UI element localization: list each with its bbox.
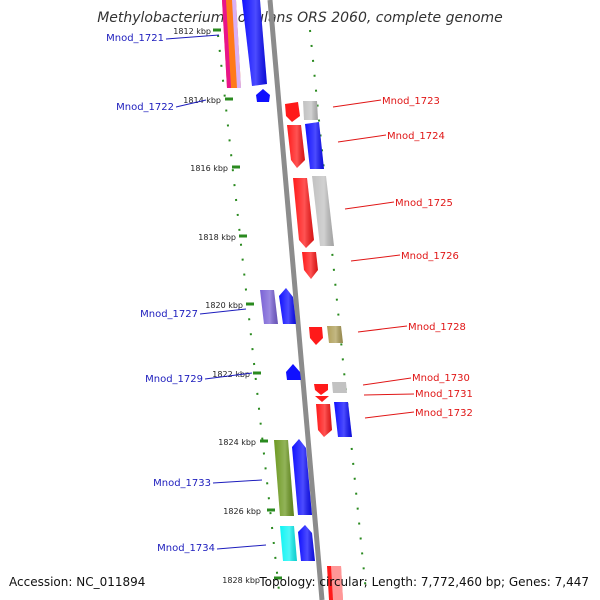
connector-1721 [165,34,220,40]
gene-label-1723[interactable]: Mnod_1723 [382,96,440,107]
scale-label-1824: 1824 kbp [218,438,256,447]
gene-label-1731[interactable]: Mnod_1731 [415,389,473,400]
gene-label-1721[interactable]: Mnod_1721 [106,33,164,44]
accession-info: Accession: NC_011894 [9,575,146,589]
connector-1725 [344,201,395,210]
scale-ticks [213,28,282,580]
connector-1724 [337,134,387,143]
left-connectors [165,34,267,550]
right-connectors [332,99,415,419]
gene-label-1722[interactable]: Mnod_1722 [116,102,174,113]
scale-label-1820: 1820 kbp [205,301,243,310]
scale-label-1826: 1826 kbp [223,507,261,516]
connector-1722 [175,99,207,108]
gene-label-1725[interactable]: Mnod_1725 [395,198,453,209]
connector-1728 [357,325,408,333]
outer-scale-track [309,29,367,593]
scale-label-1828: 1828 kbp [222,576,260,585]
gene-label-1729[interactable]: Mnod_1729 [145,374,203,385]
gene-label-1734[interactable]: Mnod_1734 [157,543,215,554]
scale-label-1812: 1812 kbp [173,27,211,36]
genome-title: Methylobacterium nodulans ORS 2060, comp… [97,10,503,26]
connector-1733 [212,479,263,484]
gene-label-1732[interactable]: Mnod_1732 [415,408,473,419]
gene-feature-1729[interactable] [286,364,301,380]
gene-feature-1731[interactable] [315,396,329,402]
connector-1732 [364,411,415,419]
gene-feature-1728-a[interactable] [309,327,323,345]
features-right [285,101,352,600]
gene-label-1733[interactable]: Mnod_1733 [153,478,211,489]
genome-stats: Topology: circular; Length: 7,772,460 bp… [259,575,589,589]
gene-feature-1730[interactable] [314,384,328,395]
gene-label-1727[interactable]: Mnod_1727 [140,309,198,320]
genome-backbone [267,0,325,600]
connector-1723 [332,99,382,108]
scale-label-1818: 1818 kbp [198,233,236,242]
gene-feature-1723-a[interactable] [285,102,300,122]
connector-1731 [363,393,415,396]
gene-label-1730[interactable]: Mnod_1730 [412,373,470,384]
gene-label-1728[interactable]: Mnod_1728 [408,322,466,333]
gene-feature-1730-b[interactable] [332,382,347,393]
gene-feature-1722[interactable] [256,89,270,102]
connector-1726 [350,254,401,262]
scale-label-1816: 1816 kbp [190,164,228,173]
connector-1729 [204,372,253,380]
connector-1727 [199,308,247,315]
gene-label-1724[interactable]: Mnod_1724 [387,131,445,142]
connector-1734 [216,544,267,550]
connector-1730 [362,377,412,386]
scale-label-1822: 1822 kbp [212,370,250,379]
features-left [222,0,315,561]
gene-label-1726[interactable]: Mnod_1726 [401,251,459,262]
